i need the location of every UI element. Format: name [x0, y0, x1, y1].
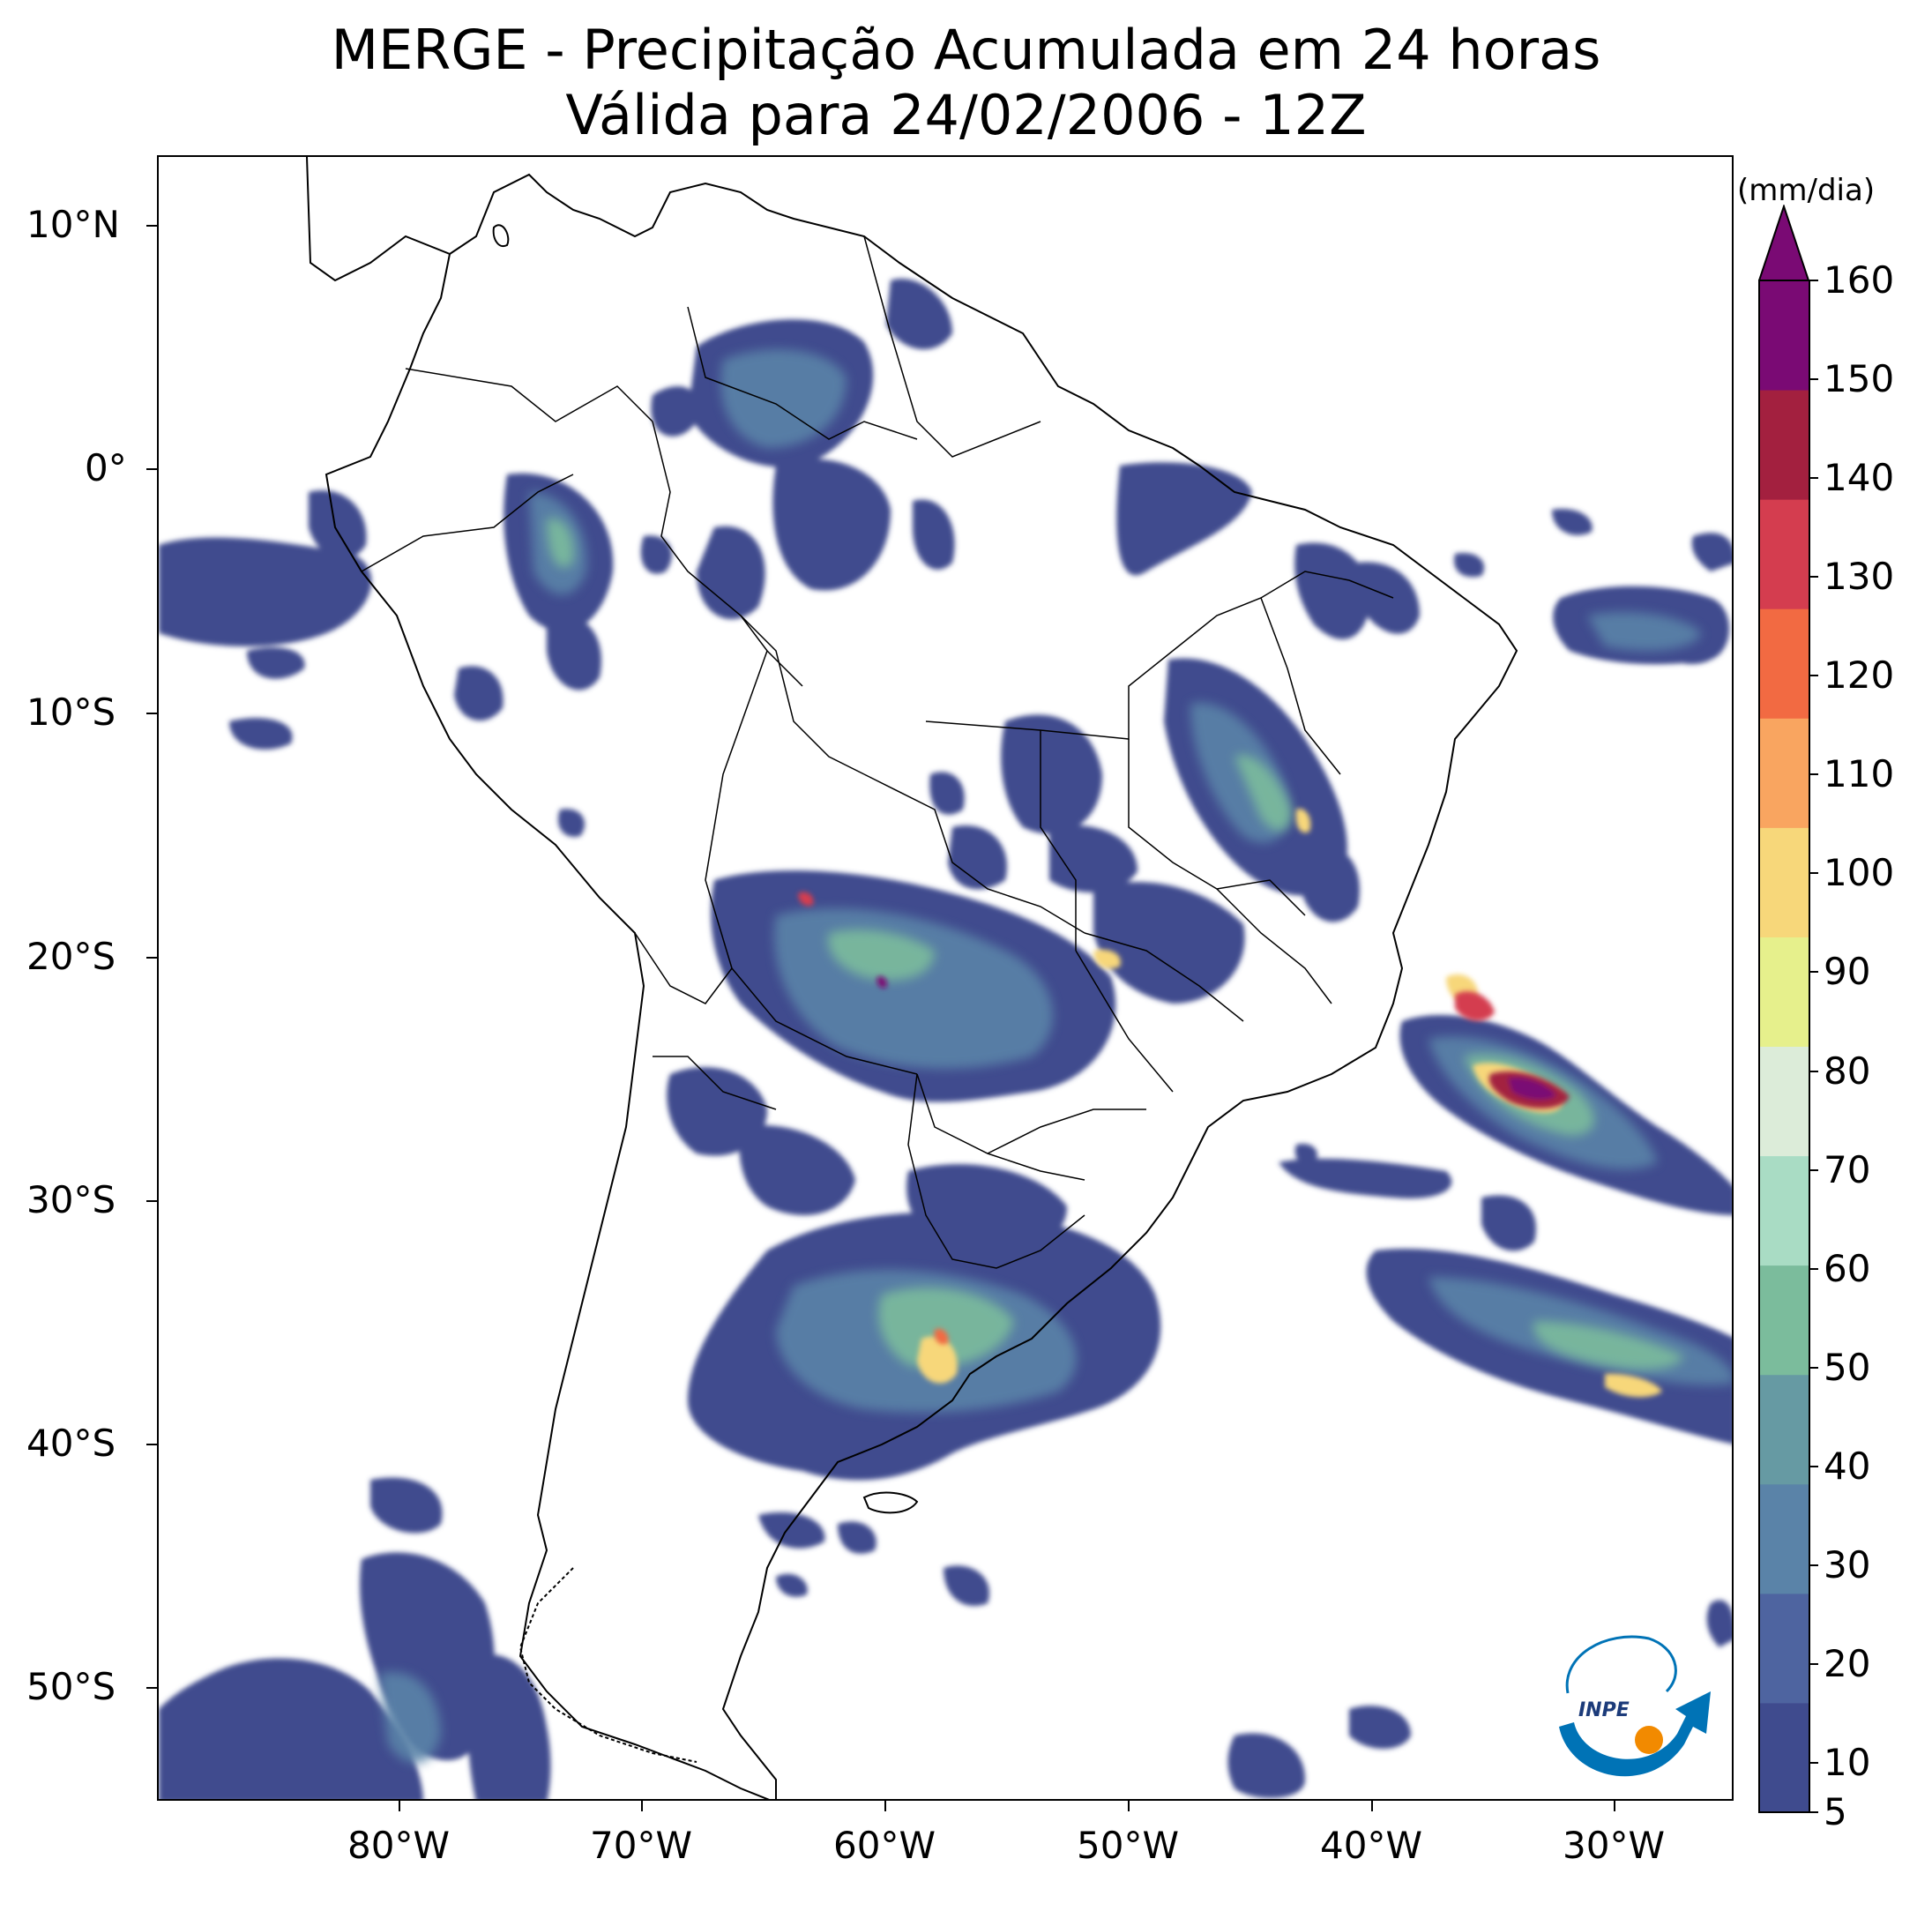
lat-tick-mark — [146, 1444, 157, 1445]
lat-tick-label: 10°N — [26, 203, 120, 246]
lon-tick-label: 80°W — [347, 1824, 450, 1867]
inpe-orange-dot — [1635, 1726, 1663, 1754]
lat-tick-label: 40°S — [26, 1422, 116, 1465]
colorbar-tick-label: 5 — [1824, 1790, 1847, 1833]
colorbar-frame — [1758, 280, 1810, 1813]
colorbar-band — [1759, 1593, 1809, 1704]
colorbar-band — [1759, 1265, 1809, 1376]
colorbar-tick-label: 120 — [1824, 653, 1895, 698]
colorbar-tick-label: 70 — [1824, 1147, 1871, 1191]
colorbar-tick-mark — [1809, 477, 1818, 480]
inpe-arrow-icon — [1559, 1691, 1711, 1777]
colorbar-unit-label: (mm/dia) — [1737, 173, 1876, 208]
colorbar-tick-label: 50 — [1824, 1345, 1871, 1389]
colorbar — [1758, 205, 1810, 1813]
colorbar-tick-mark — [1809, 1761, 1818, 1764]
colorbar-band — [1759, 937, 1809, 1047]
colorbar-tick-mark — [1809, 1564, 1818, 1566]
colorbar-tick-label: 20 — [1824, 1641, 1871, 1685]
colorbar-tick-mark — [1809, 280, 1818, 281]
colorbar-band — [1759, 1155, 1809, 1266]
colorbar-tick-mark — [1809, 1366, 1818, 1369]
colorbar-tick-label: 110 — [1824, 752, 1895, 796]
colorbar-band — [1759, 1702, 1809, 1813]
colorbar-band — [1759, 499, 1809, 609]
colorbar-band — [1759, 1374, 1809, 1485]
map-subtitle: Válida para 24/02/2006 - 12Z — [565, 83, 1367, 147]
colorbar-band — [1759, 827, 1809, 937]
lon-tick-label: 40°W — [1320, 1824, 1422, 1867]
colorbar-tick-label: 80 — [1824, 1049, 1871, 1093]
colorbar-tick-mark — [1809, 378, 1818, 381]
country-borders — [361, 235, 1394, 1269]
colorbar-tick-mark — [1809, 1267, 1818, 1270]
lat-tick-mark — [146, 957, 157, 959]
lat-tick-mark — [146, 1687, 157, 1689]
colorbar-band — [1759, 390, 1809, 500]
lon-tick-label: 50°W — [1077, 1824, 1179, 1867]
map-panel: INPE — [157, 155, 1734, 1801]
colorbar-tick-mark — [1809, 675, 1818, 677]
colorbar-tick-mark — [1809, 1465, 1818, 1467]
lat-tick-mark — [146, 468, 157, 470]
colorbar-extend-arrow — [1758, 205, 1810, 281]
colorbar-tick-label: 100 — [1824, 851, 1895, 895]
colorbar-tick-label: 10 — [1824, 1740, 1871, 1784]
lon-tick-label: 60°W — [833, 1824, 936, 1867]
colorbar-tick-mark — [1809, 1662, 1818, 1665]
colorbar-band — [1759, 718, 1809, 828]
coastlines — [306, 157, 1518, 1799]
lat-tick-mark — [146, 1200, 157, 1202]
inpe-logo: INPE — [1559, 1635, 1711, 1777]
colorbar-tick-label: 150 — [1824, 357, 1895, 401]
lon-tick-label: 30°W — [1563, 1824, 1665, 1867]
colorbar-tick-mark — [1809, 1168, 1818, 1171]
lat-tick-label: 50°S — [26, 1665, 116, 1708]
colorbar-tick-label: 30 — [1824, 1542, 1871, 1586]
rain-field-extreme — [798, 892, 1570, 1345]
colorbar-tick-label: 130 — [1824, 555, 1895, 599]
colorbar-tick-mark — [1809, 872, 1818, 875]
lon-tick-mark — [1371, 1801, 1373, 1811]
colorbar-tick-mark — [1809, 576, 1818, 579]
lat-tick-mark — [146, 225, 157, 227]
colorbar-tick-label: 160 — [1824, 258, 1895, 302]
colorbar-tick-mark — [1809, 1811, 1818, 1813]
colorbar-tick-mark — [1809, 1070, 1818, 1072]
lat-tick-mark — [146, 713, 157, 714]
colorbar-tick-mark — [1809, 971, 1818, 974]
colorbar-tick-label: 140 — [1824, 456, 1895, 500]
lon-tick-mark — [1128, 1801, 1130, 1811]
colorbar-tick-label: 40 — [1824, 1444, 1871, 1488]
lon-tick-mark — [1614, 1801, 1615, 1811]
colorbar-band — [1759, 608, 1809, 719]
inpe-logo-text: INPE — [1578, 1699, 1630, 1721]
lon-tick-mark — [884, 1801, 886, 1811]
lat-tick-label: 0° — [85, 446, 127, 489]
colorbar-tick-label: 90 — [1824, 950, 1871, 994]
lon-tick-label: 70°W — [590, 1824, 692, 1867]
colorbar-tick-mark — [1809, 773, 1818, 776]
colorbar-band — [1759, 1046, 1809, 1157]
colorbar-band — [1759, 280, 1809, 391]
lat-tick-label: 30°S — [26, 1178, 116, 1221]
precipitation-map: INPE — [159, 157, 1732, 1799]
map-title: MERGE - Precipitação Acumulada em 24 hor… — [331, 18, 1601, 82]
lon-tick-mark — [399, 1801, 400, 1811]
colorbar-tick-label: 60 — [1824, 1246, 1871, 1290]
colorbar-band — [1759, 1483, 1809, 1594]
lat-tick-label: 10°S — [26, 690, 116, 734]
lat-tick-label: 20°S — [26, 935, 116, 978]
lon-tick-mark — [641, 1801, 643, 1811]
